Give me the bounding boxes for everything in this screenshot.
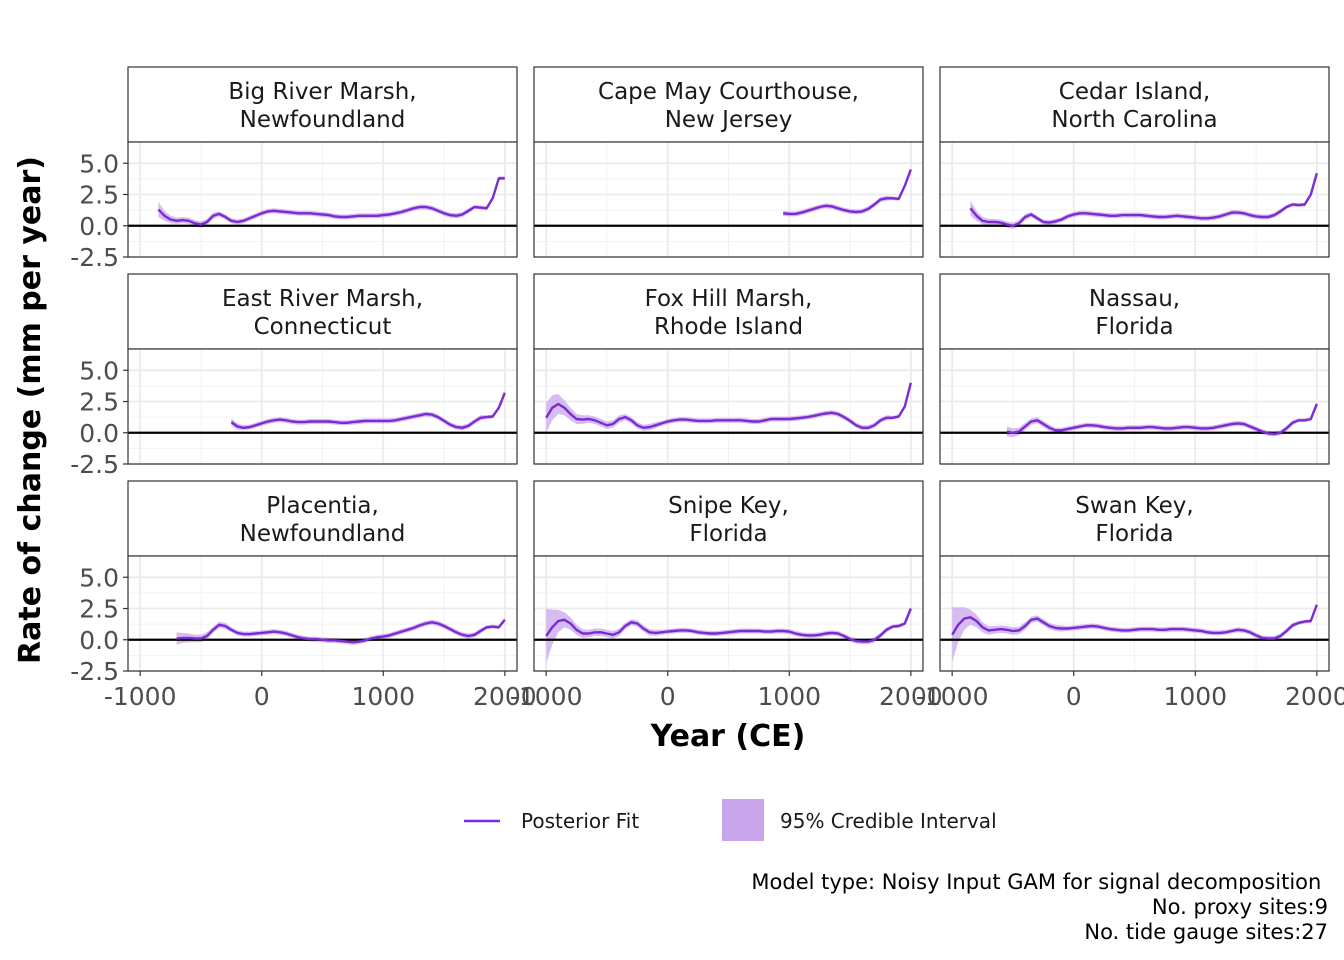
facet-title-line: Florida [1095,314,1173,340]
facet-strip [939,66,1330,143]
panel-border [127,348,518,465]
facet-strip [533,480,924,557]
panel-border [939,348,1330,465]
x-tick-label: 2000 [1285,682,1344,711]
posterior-fit-line [545,382,912,429]
posterior-fit-line [545,608,912,643]
x-tick-label: 1000 [757,682,821,711]
posterior-fit-line [783,169,912,216]
panel-border [533,555,924,672]
facet-title-line: North Carolina [1051,107,1217,133]
caption-proxy-sites: No. proxy sites:9 [1152,895,1328,919]
facet-title-line: Cedar Island, [1059,79,1210,105]
x-tick-label: 1000 [1163,682,1227,711]
facet-strip [939,480,1330,557]
posterior-fit-line [230,392,506,429]
facet-title-line: Swan Key, [1075,493,1193,519]
facet-title-line: East River Marsh, [222,286,423,312]
facet-panel: Snipe Key,Florida -1000 0 1000 2000 [510,480,943,711]
x-tick-label: 2000 [473,682,537,711]
facet-panel: Nassau,Florida [939,273,1330,465]
caption-model-type: Model type: Noisy Input GAM for signal d… [751,870,1328,894]
facet-panel: Big River Marsh,Newfoundland -2.50.02.5 5.… [70,66,518,272]
credible-interval-ribbon [970,171,1317,229]
y-tick-label: 2.5 [79,388,119,417]
panel-border [939,555,1330,672]
posterior-fit-line [176,619,506,644]
posterior-fit-line [157,177,505,226]
x-tick-label: 0 [254,682,270,711]
credible-interval-ribbon [1006,402,1317,438]
y-tick-label: 5.0 [79,149,119,178]
facet-panel: East River Marsh,Connecticut -2.50.02.5 5.… [70,273,518,479]
facet-title-line: Florida [689,521,767,547]
facet-panel: Cedar Island,North Carolina [939,66,1330,258]
y-tick-label: -2.5 [70,243,119,272]
facet-title-line: Nassau, [1089,286,1180,312]
facet-title-line: Big River Marsh, [228,79,416,105]
panel-border [939,141,1330,258]
y-tick-label: -2.5 [70,450,119,479]
y-tick-label: 0.0 [79,626,119,655]
y-tick-label: -2.5 [70,657,119,686]
facet-panel: Swan Key,Florida -1000 0 1000 2000 [916,480,1344,711]
y-tick-label: 5.0 [79,356,119,385]
facet-title-line: Connecticut [254,314,392,340]
posterior-fit-line [1006,403,1318,436]
posterior-fit-line [951,604,1318,640]
caption-tide-gauge-sites: No. tide gauge sites:27 [1084,920,1328,944]
x-tick-label: -1000 [510,682,583,711]
x-tick-label: -1000 [104,682,177,711]
legend-posterior-fit-label: Posterior Fit [521,809,639,833]
x-tick-label: 0 [660,682,676,711]
y-tick-label: 0.0 [79,419,119,448]
panel-border [533,348,924,465]
panel-border [127,555,518,672]
x-tick-label: -1000 [916,682,989,711]
facet-title-line: Snipe Key, [668,493,789,519]
facet-title-line: Cape May Courthouse, [598,79,859,105]
x-tick-label: 1000 [351,682,415,711]
facet-title-line: Newfoundland [240,107,406,133]
facet-title-line: Florida [1095,521,1173,547]
facet-title-line: Fox Hill Marsh, [645,286,813,312]
facet-title-line: Newfoundland [240,521,406,547]
y-tick-label: 5.0 [79,563,119,592]
legend-credible-interval-label: 95% Credible Interval [780,809,997,833]
facet-title-line: New Jersey [665,107,793,133]
credible-interval-ribbon [231,390,505,431]
credible-interval-ribbon [546,606,911,664]
caption: Model type: Noisy Input GAM for signal d… [751,870,1328,944]
legend: Posterior Fit 95% Credible Interval [464,799,997,841]
y-tick-label: 2.5 [79,595,119,624]
facet-strip [533,66,924,143]
x-tick-label: 2000 [879,682,943,711]
panel-border [127,141,518,258]
x-axis-title: Year (CE) [650,719,806,754]
x-tick-label: 0 [1066,682,1082,711]
facet-strip [127,66,518,143]
y-axis-title: Rate of change (mm per year) [13,156,48,664]
y-tick-label: 2.5 [79,181,119,210]
credible-interval-ribbon [546,380,911,433]
facet-grid: Big River Marsh,Newfoundland-2.50.02.55.… [70,66,1344,711]
facet-panel: Cape May Courthouse,New Jersey [533,66,924,258]
y-tick-label: 0.0 [79,212,119,241]
facet-strip [127,480,518,557]
facet-title-line: Placentia, [266,493,379,519]
credible-interval-ribbon [952,602,1317,663]
credible-interval-ribbon [783,167,911,217]
panel-border [533,141,924,258]
facet-panel: Fox Hill Marsh,Rhode Island [533,273,924,465]
facet-panel: Placentia,Newfoundland -2.50.02.5 5.0 -1000… [70,480,537,711]
legend-credible-interval-key [722,799,764,841]
facet-strip [533,273,924,350]
facet-title-line: Rhode Island [654,314,803,340]
posterior-fit-line [969,172,1318,227]
